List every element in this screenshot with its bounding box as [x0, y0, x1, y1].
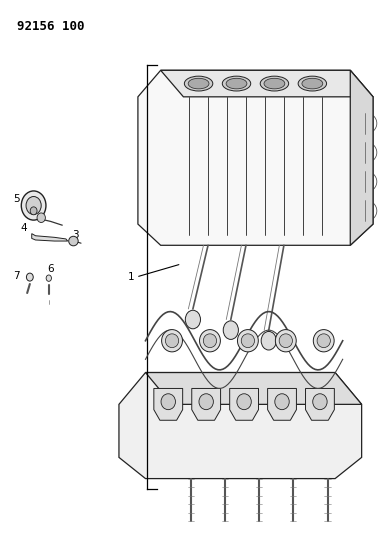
Ellipse shape [261, 332, 276, 350]
Polygon shape [146, 373, 362, 405]
Ellipse shape [313, 329, 334, 352]
Ellipse shape [162, 329, 183, 352]
Ellipse shape [298, 76, 327, 91]
Ellipse shape [46, 275, 52, 281]
Polygon shape [119, 373, 362, 479]
Text: 1: 1 [128, 272, 134, 282]
Polygon shape [230, 389, 259, 420]
Text: 3: 3 [72, 230, 79, 240]
Ellipse shape [238, 329, 258, 352]
Ellipse shape [241, 334, 254, 348]
Ellipse shape [237, 394, 251, 410]
Ellipse shape [37, 213, 45, 222]
Polygon shape [32, 233, 68, 241]
Ellipse shape [185, 76, 213, 91]
Ellipse shape [275, 394, 289, 410]
Ellipse shape [21, 191, 46, 220]
Ellipse shape [30, 207, 37, 215]
Text: 6: 6 [47, 264, 54, 274]
Ellipse shape [199, 329, 220, 352]
Ellipse shape [302, 78, 323, 89]
Ellipse shape [279, 334, 293, 348]
Polygon shape [268, 389, 296, 420]
Ellipse shape [226, 78, 247, 89]
Ellipse shape [188, 78, 209, 89]
Ellipse shape [264, 78, 285, 89]
Ellipse shape [161, 394, 175, 410]
Ellipse shape [203, 334, 217, 348]
Polygon shape [350, 70, 373, 245]
Ellipse shape [26, 197, 41, 215]
Ellipse shape [260, 76, 289, 91]
Ellipse shape [317, 334, 330, 348]
Polygon shape [306, 389, 334, 420]
Ellipse shape [223, 321, 238, 340]
Ellipse shape [313, 394, 327, 410]
Text: 2: 2 [38, 204, 45, 214]
Ellipse shape [69, 236, 78, 246]
Polygon shape [154, 389, 183, 420]
Ellipse shape [199, 394, 214, 410]
Ellipse shape [222, 76, 251, 91]
Ellipse shape [26, 273, 33, 281]
Polygon shape [192, 389, 220, 420]
Ellipse shape [275, 329, 296, 352]
Text: 92156 100: 92156 100 [16, 20, 84, 33]
Text: 5: 5 [13, 193, 20, 204]
Text: 4: 4 [21, 223, 28, 233]
Ellipse shape [165, 334, 179, 348]
Polygon shape [138, 70, 373, 245]
Text: 7: 7 [13, 271, 20, 280]
Polygon shape [161, 70, 373, 97]
Ellipse shape [185, 310, 201, 329]
